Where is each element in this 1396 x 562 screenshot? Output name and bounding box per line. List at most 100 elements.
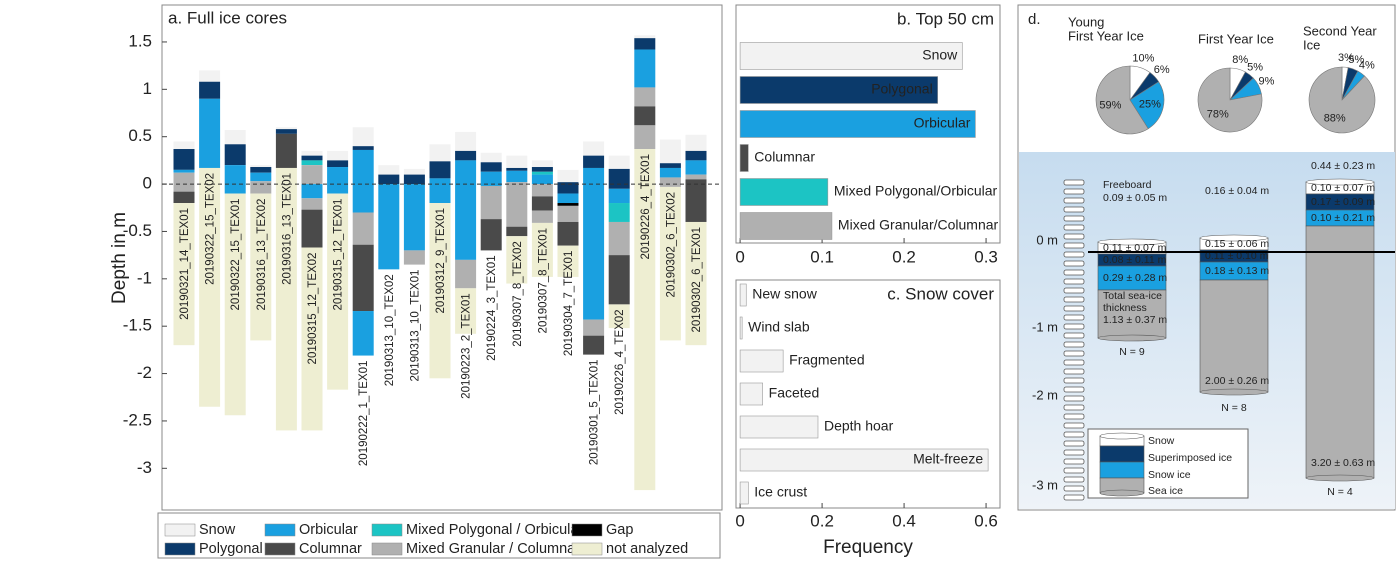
- legend-swatch: [371, 542, 403, 556]
- scale-label: 0 m: [1036, 232, 1058, 247]
- core-segment: [173, 149, 195, 170]
- core-label: 20190307_8_TEX02: [512, 241, 524, 347]
- n-label: N = 9: [1119, 346, 1145, 358]
- core-segment: [659, 177, 681, 187]
- x-tick-label: 0: [735, 247, 744, 266]
- core-segment: [429, 144, 451, 162]
- y-tick-label: -0.5: [123, 221, 152, 240]
- core-segment: [250, 172, 272, 182]
- core-segment: [301, 198, 323, 210]
- layer-label: 0.15 ± 0.06 m: [1205, 238, 1269, 250]
- layer-label: 0.18 ± 0.13 m: [1205, 265, 1269, 277]
- cylinder-bottom: [1199, 388, 1269, 396]
- core-segment: [531, 167, 553, 172]
- core-label: 20190224_3_TEX01: [486, 255, 498, 361]
- cylinder-top: [1199, 234, 1269, 242]
- core-label: 20190316_13_TEX02: [256, 199, 268, 311]
- ruler-tick: [1063, 287, 1085, 294]
- core-segment: [480, 152, 502, 163]
- core-segment: [685, 174, 707, 180]
- ruler-tick: [1063, 413, 1085, 420]
- ruler-tick: [1063, 323, 1085, 330]
- cylinder-layer: [1305, 225, 1375, 479]
- ruler-tick: [1063, 467, 1085, 474]
- x-tick-label: 0.2: [892, 247, 916, 266]
- core-segment: [275, 167, 297, 431]
- ruler-tick: [1063, 386, 1085, 393]
- core-segment: [557, 221, 579, 246]
- core-segment: [634, 125, 656, 150]
- core-segment: [557, 182, 579, 194]
- legend-swatch: [264, 542, 296, 556]
- core-segment: [480, 219, 502, 251]
- bar-label: Depth hoar: [824, 418, 894, 434]
- core-segment: [583, 167, 605, 320]
- pie-label: 25%: [1139, 98, 1161, 110]
- core-segment: [557, 193, 579, 204]
- x-tick-label: 0.3: [974, 247, 998, 266]
- panel-label: d.: [1028, 11, 1041, 28]
- total-label: 2.00 ± 0.26 m: [1205, 375, 1269, 387]
- core-segment: [659, 167, 681, 178]
- y-tick-label: -2: [137, 363, 152, 382]
- pie-title: Second Year: [1303, 23, 1377, 38]
- pie-title: Ice: [1303, 37, 1320, 52]
- scale-label: -2 m: [1032, 387, 1058, 402]
- legend-box: [157, 512, 721, 559]
- core-label: 20190315_12_TEX02: [307, 253, 319, 365]
- legend-label: Polygonal: [199, 541, 263, 557]
- core-segment: [531, 210, 553, 223]
- core-segment: [557, 205, 579, 222]
- ruler-tick: [1063, 251, 1085, 258]
- core-label: 20190302_6_TEX01: [691, 227, 703, 333]
- core-segment: [352, 146, 374, 150]
- ruler-tick: [1063, 278, 1085, 285]
- core-segment: [173, 141, 195, 150]
- core-segment: [557, 169, 579, 183]
- core-segment: [301, 184, 323, 199]
- pie-slice: [1197, 67, 1263, 133]
- bar-label: Wind slab: [748, 319, 810, 335]
- bar-label: Melt-freeze: [913, 451, 983, 467]
- ruler-tick: [1063, 341, 1085, 348]
- freeboard-label: 0.09 ± 0.05 m: [1103, 192, 1167, 204]
- bar-label: Columnar: [754, 149, 815, 165]
- ruler-tick: [1063, 233, 1085, 240]
- core-segment: [480, 185, 502, 220]
- total-label: Total sea-ice: [1103, 290, 1162, 302]
- core-segment: [199, 81, 221, 99]
- core-segment: [173, 172, 195, 192]
- core-segment: [403, 174, 425, 185]
- core-segment: [352, 311, 374, 356]
- y-tick-label: -1.5: [123, 316, 152, 335]
- core-segment: [224, 144, 246, 166]
- bar-label: Faceted: [769, 385, 820, 401]
- x-tick-label: 0.1: [810, 247, 834, 266]
- pie-slice: [1129, 81, 1165, 130]
- core-segment: [608, 304, 630, 329]
- core-segment: [301, 209, 323, 248]
- bar: [739, 76, 938, 104]
- x-tick-label: 0: [735, 511, 744, 530]
- legend-label: Snow: [1148, 435, 1175, 447]
- core-segment: [608, 168, 630, 189]
- freeboard-label: Freeboard: [1103, 179, 1152, 191]
- core-segment: [506, 170, 528, 183]
- legend-swatch: [264, 523, 296, 537]
- bar-label: New snow: [752, 286, 817, 302]
- ruler-tick: [1063, 440, 1085, 447]
- core-segment: [403, 184, 425, 251]
- ruler-tick: [1063, 404, 1085, 411]
- core-segment: [455, 160, 477, 260]
- cylinder-bottom: [1097, 334, 1167, 342]
- bar-label: Ice crust: [754, 484, 807, 500]
- core-segment: [634, 87, 656, 107]
- core-segment: [352, 244, 374, 312]
- core-label: 20190316_13_TEX01: [281, 173, 293, 285]
- legend-label: Snow ice: [1148, 469, 1191, 481]
- ruler-tick: [1063, 215, 1085, 222]
- ruler-tick: [1063, 296, 1085, 303]
- core-segment: [608, 155, 630, 169]
- core-label: 20190307_8_TEX01: [537, 228, 549, 334]
- core-segment: [608, 255, 630, 305]
